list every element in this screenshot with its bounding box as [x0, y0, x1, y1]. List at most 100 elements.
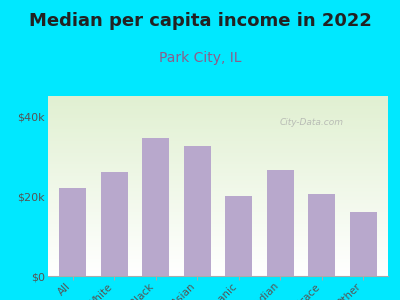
- Bar: [48, 183, 388, 184]
- Bar: [48, 98, 388, 99]
- Bar: [48, 212, 388, 213]
- Bar: [48, 224, 388, 225]
- Bar: [48, 99, 388, 100]
- Bar: [48, 222, 388, 223]
- Bar: [48, 229, 388, 230]
- Bar: [48, 104, 388, 105]
- Bar: [48, 114, 388, 115]
- Bar: [48, 185, 388, 186]
- Bar: [48, 203, 388, 204]
- Bar: [142, 138, 169, 276]
- Bar: [48, 127, 388, 128]
- Bar: [48, 191, 388, 192]
- Bar: [48, 144, 388, 145]
- Bar: [48, 271, 388, 272]
- Bar: [184, 146, 211, 276]
- Bar: [48, 117, 388, 118]
- Bar: [48, 138, 388, 139]
- Bar: [48, 163, 388, 164]
- Text: City-Data.com: City-Data.com: [279, 118, 343, 127]
- Bar: [48, 217, 388, 218]
- Bar: [48, 184, 388, 185]
- Bar: [48, 110, 388, 111]
- Bar: [267, 170, 294, 276]
- Bar: [48, 122, 388, 123]
- Bar: [48, 125, 388, 126]
- Bar: [48, 189, 388, 190]
- Bar: [48, 188, 388, 189]
- Bar: [48, 201, 388, 202]
- Bar: [48, 239, 388, 240]
- Bar: [48, 130, 388, 131]
- Bar: [225, 196, 252, 276]
- Bar: [48, 174, 388, 175]
- Bar: [48, 251, 388, 252]
- Bar: [48, 197, 388, 198]
- Bar: [48, 143, 388, 144]
- Bar: [48, 126, 388, 127]
- Bar: [48, 166, 388, 167]
- Bar: [48, 115, 388, 116]
- Bar: [48, 275, 388, 276]
- Bar: [48, 172, 388, 173]
- Bar: [48, 238, 388, 239]
- Bar: [48, 160, 388, 161]
- Bar: [48, 113, 388, 114]
- Bar: [48, 134, 388, 135]
- Bar: [48, 226, 388, 227]
- Bar: [48, 219, 388, 220]
- Bar: [48, 213, 388, 214]
- Bar: [48, 128, 388, 129]
- Bar: [48, 156, 388, 157]
- Bar: [48, 96, 388, 97]
- Bar: [48, 147, 388, 148]
- Bar: [48, 133, 388, 134]
- Bar: [48, 129, 388, 130]
- Bar: [48, 107, 388, 108]
- Bar: [48, 193, 388, 194]
- Bar: [350, 212, 376, 276]
- Bar: [48, 167, 388, 168]
- Bar: [48, 210, 388, 211]
- Bar: [48, 152, 388, 153]
- Bar: [48, 159, 388, 160]
- Bar: [48, 242, 388, 243]
- Bar: [308, 194, 335, 276]
- Bar: [48, 263, 388, 264]
- Bar: [48, 111, 388, 112]
- Bar: [48, 215, 388, 216]
- Bar: [48, 227, 388, 228]
- Bar: [48, 141, 388, 142]
- Bar: [101, 172, 128, 276]
- Bar: [48, 273, 388, 274]
- Bar: [48, 116, 388, 117]
- Bar: [48, 187, 388, 188]
- Bar: [48, 181, 388, 182]
- Text: Park City, IL: Park City, IL: [159, 51, 241, 65]
- Bar: [48, 124, 388, 125]
- Bar: [48, 202, 388, 203]
- Bar: [48, 101, 388, 102]
- Bar: [48, 252, 388, 253]
- Bar: [48, 173, 388, 174]
- Bar: [48, 142, 388, 143]
- Bar: [48, 241, 388, 242]
- Bar: [48, 223, 388, 224]
- Bar: [48, 200, 388, 201]
- Bar: [48, 186, 388, 187]
- Bar: [48, 255, 388, 256]
- Bar: [48, 164, 388, 165]
- Bar: [48, 261, 388, 262]
- Bar: [48, 198, 388, 199]
- Bar: [48, 140, 388, 141]
- Bar: [48, 157, 388, 158]
- Bar: [48, 243, 388, 244]
- Bar: [48, 249, 388, 250]
- Bar: [48, 118, 388, 119]
- Bar: [48, 234, 388, 235]
- Bar: [48, 206, 388, 207]
- Bar: [48, 182, 388, 183]
- Bar: [48, 237, 388, 238]
- Bar: [48, 246, 388, 247]
- Bar: [48, 146, 388, 147]
